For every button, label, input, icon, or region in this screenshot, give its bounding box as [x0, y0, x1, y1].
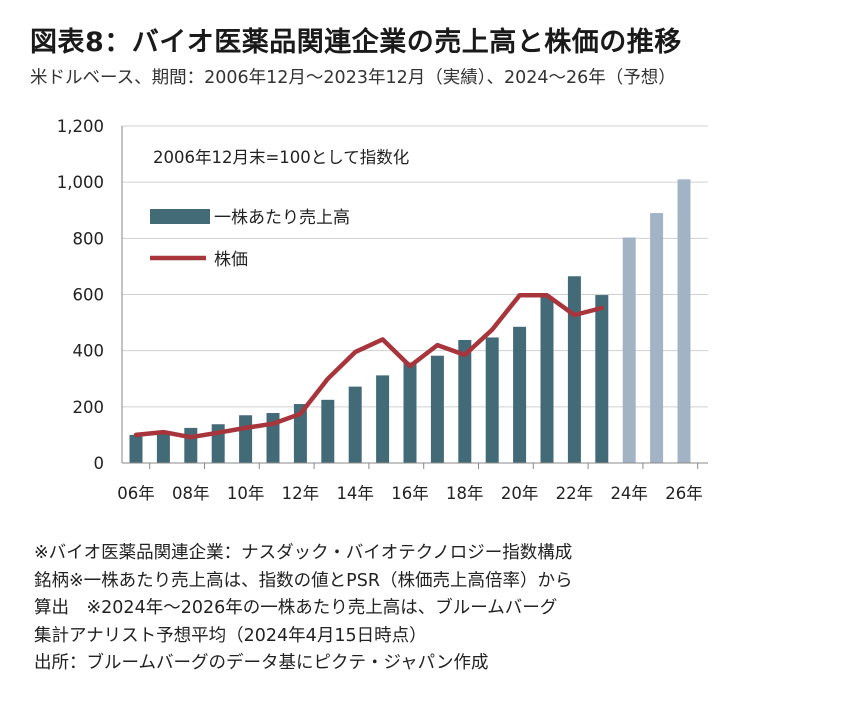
bar — [376, 375, 390, 463]
bar — [540, 296, 554, 463]
y-tick-label: 600 — [73, 286, 105, 305]
bar — [184, 427, 198, 463]
bar — [622, 237, 636, 463]
bar — [567, 276, 581, 463]
y-tick-label: 400 — [73, 342, 105, 361]
bar — [403, 362, 417, 463]
bar — [485, 337, 499, 463]
bar — [513, 326, 527, 463]
x-tick-label: 26年 — [665, 484, 703, 503]
footnote-line: 算出 ※2024年～2026年の一株あたり売上高は、ブルームバーグ — [34, 598, 558, 618]
bar — [129, 434, 143, 463]
legend: 一株あたり売上高 株価 — [150, 208, 350, 270]
bar — [430, 355, 444, 463]
legend-swatch-bar — [150, 209, 210, 224]
bar — [458, 339, 472, 463]
x-tick-label: 18年 — [446, 484, 484, 503]
chart-canvas: 0 200 400 600 800 1,000 1,200 06年 08年 10年 12年 14年 1… — [57, 117, 708, 503]
bar — [156, 433, 170, 463]
y-axis: 0 200 400 600 800 1,000 1,200 — [57, 117, 123, 473]
y-tick-label: 1,200 — [57, 117, 104, 136]
x-tick-label: 14年 — [336, 484, 374, 503]
line-series — [133, 293, 605, 440]
x-tick-label: 16年 — [391, 484, 429, 503]
y-tick-label: 0 — [94, 454, 105, 473]
series-line — [133, 293, 605, 440]
bar — [321, 399, 335, 463]
y-tick-label: 800 — [73, 229, 105, 248]
x-tick-label: 20年 — [501, 484, 539, 503]
x-tick-label: 06年 — [117, 484, 155, 503]
x-tick-label: 12年 — [282, 484, 320, 503]
footnote-line: ※バイオ医薬品関連企業：ナスダック・バイオテクノロジー指数構成 — [34, 543, 573, 563]
y-tick-label: 200 — [73, 398, 105, 417]
bar — [239, 415, 253, 463]
chart-subtitle: 米ドルベース、期間：2006年12月～2023年12月（実績）、2024～26年… — [30, 68, 676, 88]
footnote-line: 集計アナリスト予想平均（2024年4月15日時点） — [34, 625, 427, 646]
bar — [293, 404, 307, 463]
bar — [677, 179, 691, 463]
footnote-line: 銘柄※一株あたり売上高は、指数の値とPSR（株価売上高倍率）から — [34, 570, 573, 591]
legend-label-bar: 一株あたり売上高 — [214, 208, 350, 228]
footnotes: ※バイオ医薬品関連企業：ナスダック・バイオテクノロジー指数構成 銘柄※一株あたり… — [34, 540, 572, 678]
bar — [348, 386, 362, 463]
x-tick-label: 10年 — [227, 484, 265, 503]
chart-title: 図表8：バイオ医薬品関連企業の売上高と株価の推移 — [30, 27, 682, 58]
x-tick-label: 08年 — [172, 484, 210, 503]
x-tick-label: 24年 — [610, 484, 648, 503]
y-tick-label: 1,000 — [57, 173, 104, 192]
bar-series — [129, 179, 691, 463]
x-axis: 06年 08年 10年 12年 14年 16年 18年 20年 22年 24年 26年 — [117, 462, 708, 503]
chart-annotation: 2006年12月末=100として指数化 — [153, 148, 409, 167]
bar — [650, 213, 664, 463]
bar — [595, 295, 609, 463]
x-tick-label: 22年 — [556, 484, 594, 503]
legend-label-line: 株価 — [214, 250, 248, 270]
footnote-line: 出所：ブルームバーグのデータ基にピクテ・ジャパン作成 — [34, 653, 489, 673]
